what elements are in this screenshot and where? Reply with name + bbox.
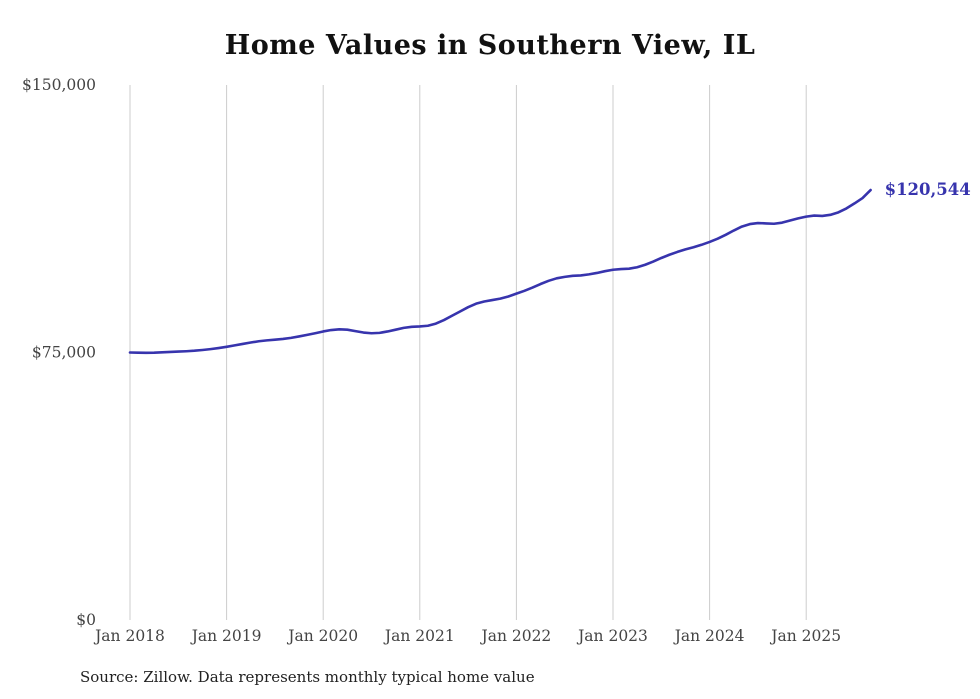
home-value-line-series (128, 188, 872, 355)
x-axis-tick-label: Jan 2018 (93, 627, 165, 645)
y-axis-tick-label: $0 (76, 611, 96, 629)
chart-title: Home Values in Southern View, IL (224, 30, 756, 61)
y-axis-tick-label: $150,000 (22, 76, 96, 94)
x-axis-tick-label: Jan 2022 (479, 627, 551, 645)
x-axis-tick-label: Jan 2024 (673, 627, 745, 645)
x-axis-tick-label: Jan 2023 (576, 627, 648, 645)
x-axis-tick-label: Jan 2021 (383, 627, 455, 645)
source-note: Source: Zillow. Data represents monthly … (80, 668, 535, 686)
x-axis-tick-label: Jan 2020 (286, 627, 358, 645)
x-axis-tick-label: Jan 2025 (769, 627, 841, 645)
x-axis-tick-label: Jan 2019 (190, 627, 262, 645)
y-axis-tick-label: $75,000 (32, 344, 96, 362)
latest-value-label: $120,544 (885, 180, 971, 199)
